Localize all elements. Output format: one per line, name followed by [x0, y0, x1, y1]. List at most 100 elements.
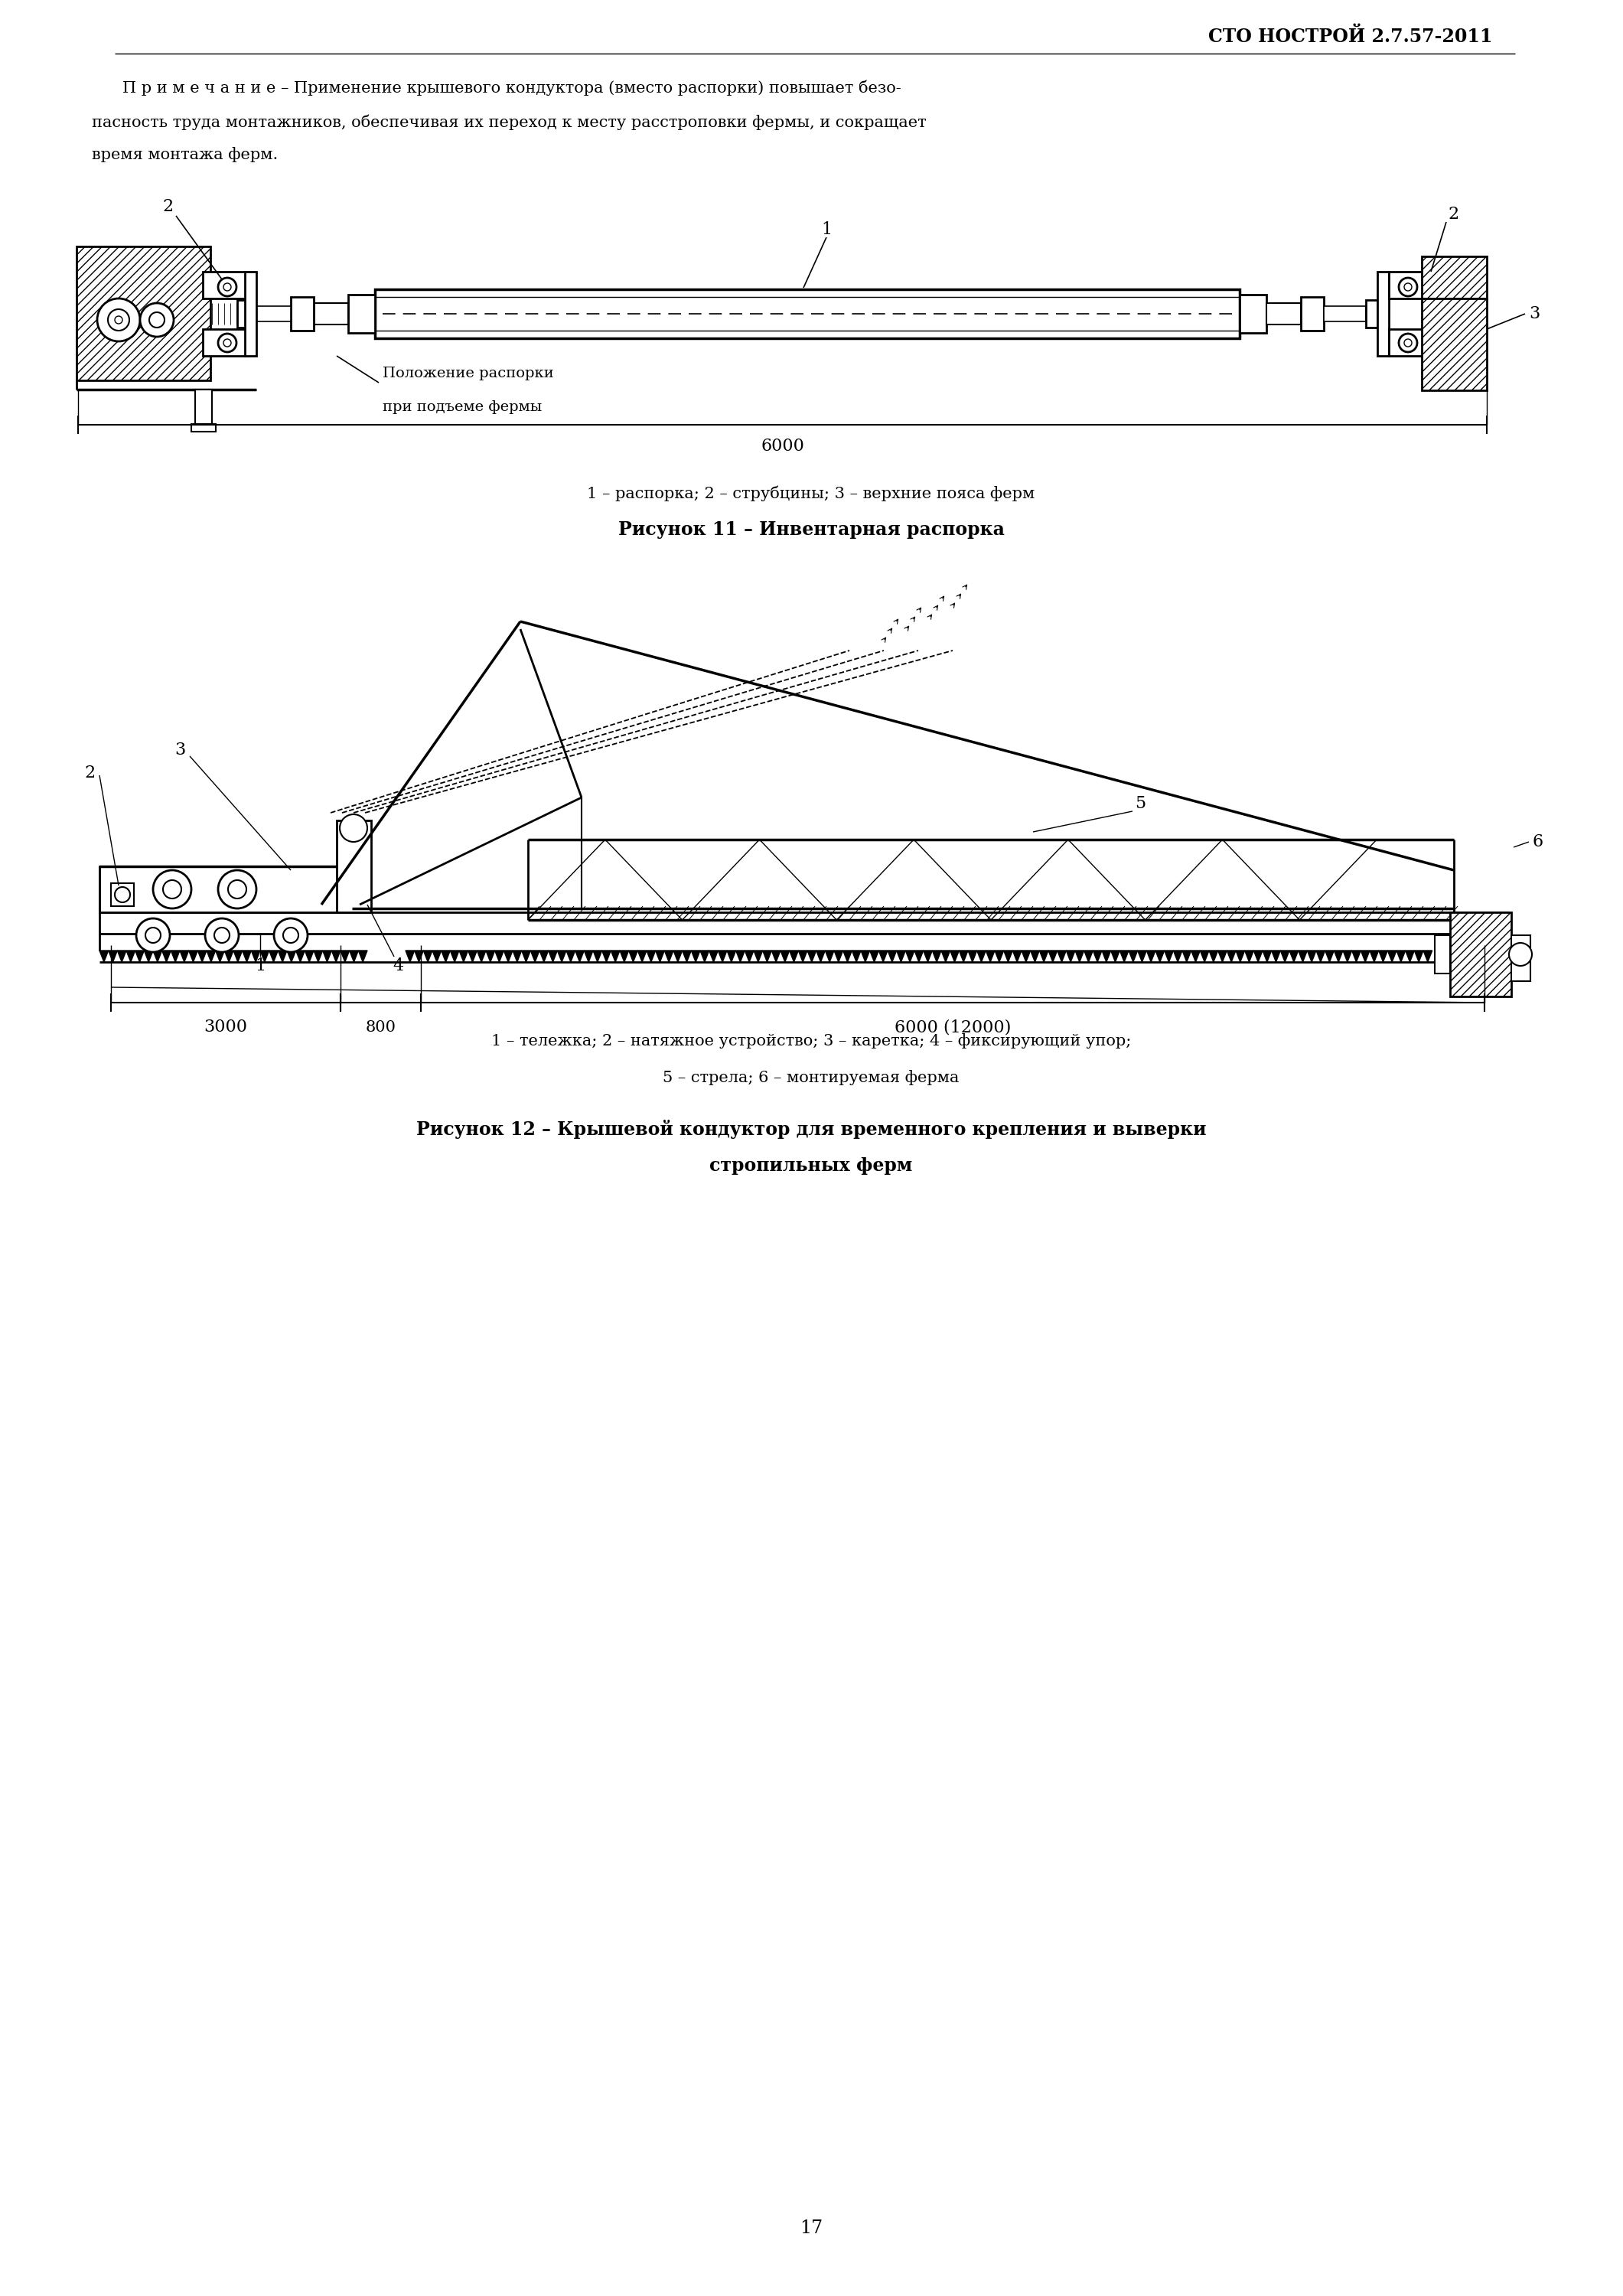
Polygon shape	[949, 951, 959, 962]
Bar	[1378, 271, 1389, 356]
Text: 1 – тележка; 2 – натяжное устройство; 3 – каретка; 4 – фиксирующий упор;: 1 – тележка; 2 – натяжное устройство; 3 …	[492, 1033, 1131, 1049]
Polygon shape	[153, 951, 162, 962]
Polygon shape	[566, 951, 575, 962]
Polygon shape	[1102, 951, 1110, 962]
Polygon shape	[682, 951, 691, 962]
Bar	[1240, 294, 1266, 333]
Text: СТО НОСТРОЙ 2.7.57-2011: СТО НОСТРОЙ 2.7.57-2011	[1208, 28, 1492, 46]
Circle shape	[282, 928, 299, 944]
Bar	[245, 271, 256, 356]
Polygon shape	[424, 951, 432, 962]
Bar	[76, 246, 211, 381]
Polygon shape	[1217, 951, 1227, 962]
Polygon shape	[521, 951, 531, 962]
Polygon shape	[834, 951, 842, 962]
Bar	[110, 884, 135, 907]
Polygon shape	[295, 951, 305, 962]
Polygon shape	[1245, 951, 1253, 962]
Polygon shape	[842, 951, 852, 962]
Polygon shape	[323, 951, 331, 962]
Polygon shape	[1066, 951, 1074, 962]
Text: 3000: 3000	[204, 1019, 248, 1035]
Polygon shape	[1209, 951, 1217, 962]
Polygon shape	[816, 951, 824, 962]
Polygon shape	[1342, 951, 1352, 962]
Polygon shape	[1013, 951, 1021, 962]
Polygon shape	[700, 951, 709, 962]
Text: Рисунок 12 – Крышевой кондуктор для временного крепления и выверки: Рисунок 12 – Крышевой кондуктор для врем…	[415, 1120, 1206, 1139]
Bar	[336, 820, 372, 912]
Polygon shape	[1378, 951, 1388, 962]
Bar	[375, 289, 1240, 338]
Polygon shape	[313, 951, 323, 962]
Bar	[237, 301, 248, 328]
Polygon shape	[170, 951, 180, 962]
Circle shape	[107, 310, 130, 331]
Polygon shape	[1289, 951, 1298, 962]
Polygon shape	[1092, 951, 1102, 962]
Polygon shape	[1110, 951, 1120, 962]
Polygon shape	[735, 951, 745, 962]
Polygon shape	[1039, 951, 1048, 962]
Polygon shape	[771, 951, 781, 962]
Circle shape	[153, 870, 192, 909]
Text: 1 – распорка; 2 – струбцины; 3 – верхние пояса ферм: 1 – распорка; 2 – струбцины; 3 – верхние…	[588, 487, 1035, 501]
Text: время монтажа ферм.: время монтажа ферм.	[93, 147, 278, 163]
Polygon shape	[117, 951, 127, 962]
Polygon shape	[99, 951, 109, 962]
Polygon shape	[620, 951, 628, 962]
Polygon shape	[278, 951, 287, 962]
Polygon shape	[1253, 951, 1263, 962]
Polygon shape	[763, 951, 771, 962]
Polygon shape	[717, 951, 727, 962]
Polygon shape	[745, 951, 753, 962]
Circle shape	[149, 312, 164, 328]
Polygon shape	[557, 951, 566, 962]
Circle shape	[140, 303, 174, 338]
Circle shape	[115, 886, 130, 902]
Polygon shape	[1048, 951, 1057, 962]
Polygon shape	[341, 951, 349, 962]
Text: Рисунок 11 – Инвентарная распорка: Рисунок 11 – Инвентарная распорка	[618, 521, 1005, 540]
Polygon shape	[495, 951, 503, 962]
Polygon shape	[1324, 951, 1334, 962]
Polygon shape	[1227, 951, 1235, 962]
Circle shape	[1399, 278, 1417, 296]
Text: 800: 800	[365, 1019, 396, 1033]
Bar	[192, 425, 216, 432]
Polygon shape	[1138, 951, 1146, 962]
Circle shape	[227, 879, 247, 898]
Polygon shape	[977, 951, 985, 962]
Circle shape	[224, 340, 230, 347]
Bar	[203, 328, 248, 356]
Polygon shape	[1352, 951, 1360, 962]
Polygon shape	[1370, 951, 1378, 962]
Polygon shape	[1423, 951, 1431, 962]
Polygon shape	[1128, 951, 1138, 962]
Polygon shape	[1156, 951, 1164, 962]
Circle shape	[217, 278, 237, 296]
Polygon shape	[450, 951, 459, 962]
Polygon shape	[1084, 951, 1092, 962]
Polygon shape	[234, 951, 242, 962]
Text: 2: 2	[84, 765, 96, 781]
Polygon shape	[188, 951, 198, 962]
Polygon shape	[1120, 951, 1128, 962]
Bar	[195, 390, 213, 425]
Bar	[1435, 934, 1449, 974]
Text: 2: 2	[162, 197, 174, 216]
Bar	[99, 866, 367, 912]
Polygon shape	[824, 951, 834, 962]
Polygon shape	[727, 951, 735, 962]
Circle shape	[339, 815, 367, 843]
Polygon shape	[1003, 951, 1013, 962]
Polygon shape	[941, 951, 949, 962]
Polygon shape	[638, 951, 646, 962]
Polygon shape	[592, 951, 602, 962]
Bar	[1302, 296, 1324, 331]
Polygon shape	[985, 951, 995, 962]
Text: 3: 3	[174, 742, 185, 758]
Bar	[1422, 257, 1487, 298]
Text: 3: 3	[1529, 305, 1540, 321]
Polygon shape	[1021, 951, 1031, 962]
